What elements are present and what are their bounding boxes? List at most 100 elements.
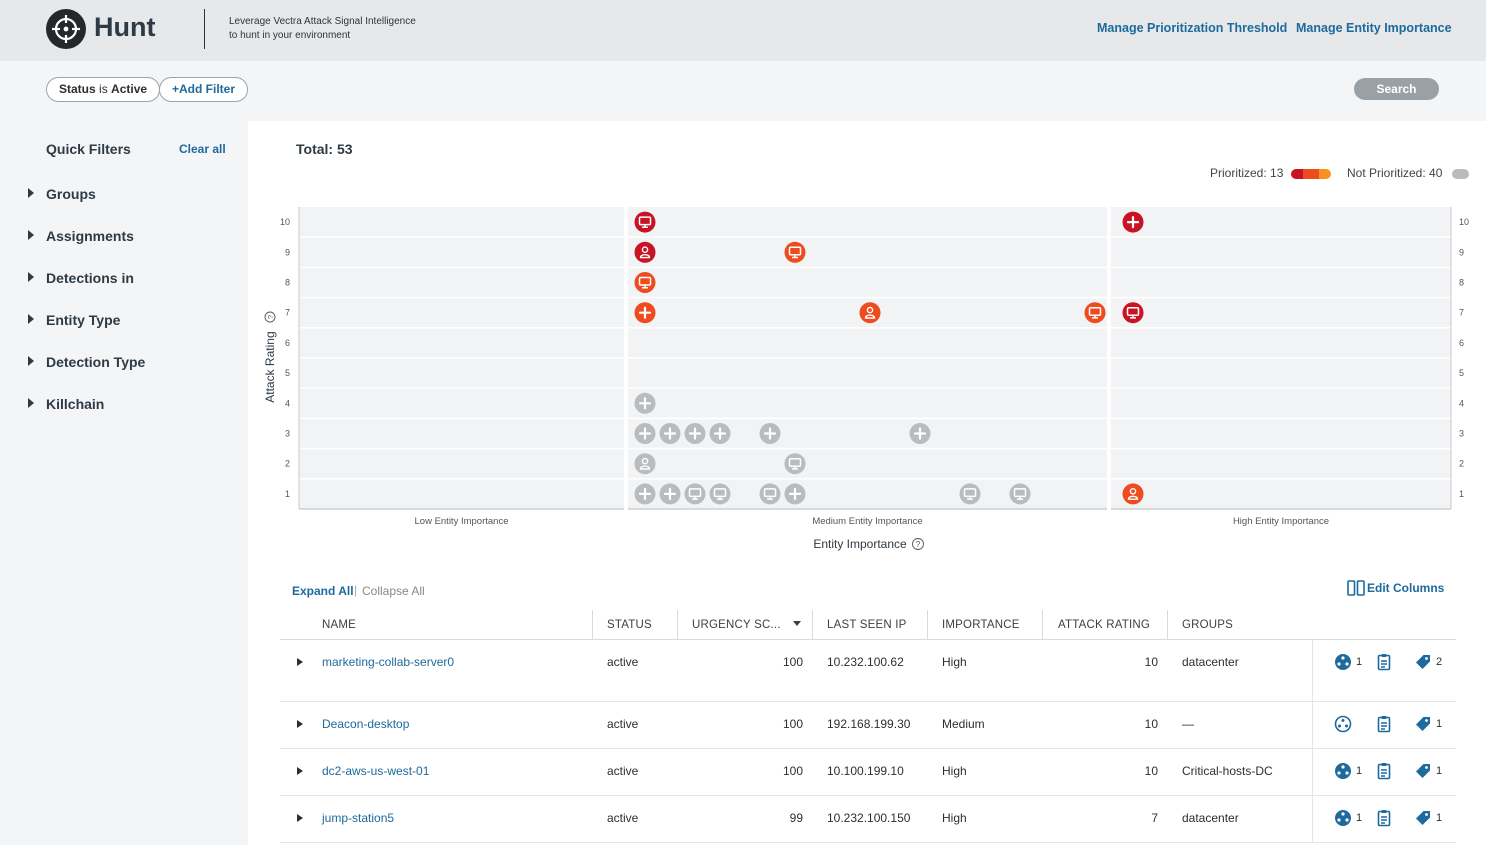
tagline-line-1: Leverage Vectra Attack Signal Intelligen… bbox=[229, 16, 416, 27]
entity-marker-host[interactable] bbox=[1122, 302, 1144, 324]
importance-cell: High bbox=[942, 764, 967, 778]
table-row[interactable]: marketing-collab-server0 active 100 10.232.… bbox=[280, 640, 1456, 702]
sidebar-item-killchain[interactable]: Killchain bbox=[28, 396, 104, 416]
column-header-last-seen-ip[interactable]: LAST SEEN IP bbox=[827, 619, 907, 631]
column-header-groups[interactable]: GROUPS bbox=[1182, 619, 1234, 631]
entity-marker-host[interactable] bbox=[634, 272, 656, 293]
sidebar-item-entity-type[interactable]: Entity Type bbox=[28, 312, 120, 332]
sidebar-item-assignments[interactable]: Assignments bbox=[28, 228, 134, 248]
tags-icon[interactable] bbox=[1414, 653, 1432, 676]
entity-marker-account[interactable] bbox=[634, 241, 656, 263]
expand-row-caret-icon[interactable] bbox=[297, 767, 303, 775]
prioritized-legend-swatch bbox=[1291, 169, 1331, 179]
importance-cell: Medium bbox=[942, 717, 985, 731]
quick-filters-sidebar: Quick Filters Clear all Groups Assignmen… bbox=[0, 121, 248, 845]
host-icon bbox=[713, 488, 727, 500]
detections-icon[interactable] bbox=[1334, 762, 1352, 785]
detections-icon[interactable] bbox=[1334, 653, 1352, 676]
notes-icon[interactable] bbox=[1377, 653, 1391, 676]
entity-marker-plus[interactable] bbox=[759, 423, 781, 444]
y-tick-label: 9 bbox=[285, 247, 290, 257]
entity-marker-host[interactable] bbox=[709, 483, 731, 505]
entity-marker-plus[interactable] bbox=[909, 423, 931, 444]
importance-cell: High bbox=[942, 811, 967, 825]
entity-marker-plus[interactable] bbox=[684, 423, 706, 444]
entity-marker-account[interactable] bbox=[859, 302, 881, 324]
expand-row-caret-icon[interactable] bbox=[297, 720, 303, 728]
table-row[interactable]: dc2-aws-us-west-01 active 100 10.100.199.10… bbox=[280, 749, 1456, 796]
attack-rating-cell: 7 bbox=[1151, 811, 1158, 825]
entity-importance-help-icon[interactable]: ? bbox=[912, 538, 924, 550]
entity-marker-host[interactable] bbox=[759, 483, 781, 505]
page-tagline: Leverage Vectra Attack Signal Intelligen… bbox=[229, 15, 449, 43]
sort-descending-icon[interactable] bbox=[792, 621, 801, 626]
actions-divider bbox=[1312, 702, 1313, 749]
last-seen-ip-cell: 10.100.199.10 bbox=[827, 764, 904, 778]
entity-marker-host[interactable] bbox=[959, 483, 981, 505]
total-count: Total: 53 bbox=[296, 141, 353, 157]
plus-icon bbox=[638, 397, 652, 410]
entity-marker-account[interactable] bbox=[634, 453, 656, 475]
entity-name-link[interactable]: jump-station5 bbox=[322, 811, 395, 825]
columns-icon bbox=[1347, 580, 1365, 596]
entity-marker-plus[interactable] bbox=[784, 483, 806, 505]
status-cell: active bbox=[607, 764, 639, 778]
entity-name-link[interactable]: Deacon-desktop bbox=[322, 717, 410, 731]
tags-icon[interactable] bbox=[1414, 762, 1432, 785]
expand-all-link[interactable]: Expand All bbox=[292, 584, 354, 598]
entity-marker-plus[interactable] bbox=[659, 423, 681, 444]
detections-icon[interactable] bbox=[1334, 809, 1352, 832]
manage-prioritization-threshold-link[interactable]: Manage Prioritization Threshold bbox=[1097, 21, 1288, 35]
column-header-importance[interactable]: IMPORTANCE bbox=[942, 619, 1020, 631]
entity-marker-host[interactable] bbox=[784, 453, 806, 475]
entity-name-link[interactable]: dc2-aws-us-west-01 bbox=[322, 764, 430, 778]
entity-marker-plus[interactable] bbox=[634, 392, 656, 414]
entity-marker-plus[interactable] bbox=[634, 483, 656, 505]
notes-icon[interactable] bbox=[1377, 715, 1391, 738]
y-tick-label: 3 bbox=[285, 429, 290, 439]
tags-icon[interactable] bbox=[1414, 809, 1432, 832]
entity-marker-host[interactable] bbox=[784, 241, 806, 263]
collapse-all-link[interactable]: Collapse All bbox=[362, 584, 425, 598]
column-header-urgency[interactable]: URGENCY SC... bbox=[692, 619, 801, 631]
manage-entity-importance-link[interactable]: Manage Entity Importance bbox=[1296, 21, 1452, 35]
entity-marker-host[interactable] bbox=[634, 211, 656, 233]
notes-icon[interactable] bbox=[1377, 762, 1391, 785]
entity-marker-account[interactable] bbox=[1122, 483, 1144, 505]
y-tick-label: 4 bbox=[285, 398, 290, 408]
attack-rating-help-icon[interactable]: ? bbox=[264, 311, 276, 323]
table-row[interactable]: Deacon-desktop active 100 192.168.199.30 Med… bbox=[280, 702, 1456, 749]
search-button[interactable]: Search bbox=[1354, 78, 1439, 100]
expand-row-caret-icon[interactable] bbox=[297, 814, 303, 822]
column-header-attack-rating[interactable]: ATTACK RATING bbox=[1058, 619, 1151, 631]
expand-row-caret-icon[interactable] bbox=[297, 658, 303, 666]
entity-marker-plus[interactable] bbox=[709, 423, 731, 444]
edit-columns-button[interactable]: Edit Columns bbox=[1347, 580, 1444, 596]
notes-icon[interactable] bbox=[1377, 809, 1391, 832]
add-filter-button[interactable]: +Add Filter bbox=[159, 77, 249, 102]
y-axis-label: Attack Rating bbox=[263, 331, 277, 402]
sidebar-item-groups[interactable]: Groups bbox=[28, 186, 96, 206]
clear-all-link[interactable]: Clear all bbox=[179, 142, 226, 156]
entity-marker-plus[interactable] bbox=[659, 483, 681, 505]
sidebar-item-detections-in[interactable]: Detections in bbox=[28, 270, 134, 290]
groups-cell: datacenter bbox=[1182, 811, 1239, 825]
entity-marker-plus[interactable] bbox=[1122, 211, 1144, 233]
status-cell: active bbox=[607, 655, 639, 669]
entity-marker-host[interactable] bbox=[684, 483, 706, 505]
entity-marker-host[interactable] bbox=[1084, 302, 1106, 324]
column-header-status[interactable]: STATUS bbox=[607, 619, 652, 631]
entity-marker-host[interactable] bbox=[1009, 483, 1031, 505]
column-header-name[interactable]: NAME bbox=[322, 619, 357, 631]
table-row[interactable]: jump-station5 active 99 10.232.100.150 High 7… bbox=[280, 796, 1456, 843]
entity-marker-plus[interactable] bbox=[634, 302, 656, 324]
tags-icon[interactable] bbox=[1414, 715, 1432, 738]
entity-name-link[interactable]: marketing-collab-server0 bbox=[322, 655, 455, 669]
account-icon bbox=[1127, 487, 1139, 500]
y-tick-label-right: 3 bbox=[1459, 429, 1464, 439]
entity-marker-plus[interactable] bbox=[634, 423, 656, 444]
sidebar-item-detection-type[interactable]: Detection Type bbox=[28, 354, 145, 374]
status-filter-chip[interactable]: Status is Active bbox=[46, 77, 161, 102]
caret-right-icon bbox=[28, 356, 34, 366]
detections-icon[interactable] bbox=[1334, 715, 1352, 738]
